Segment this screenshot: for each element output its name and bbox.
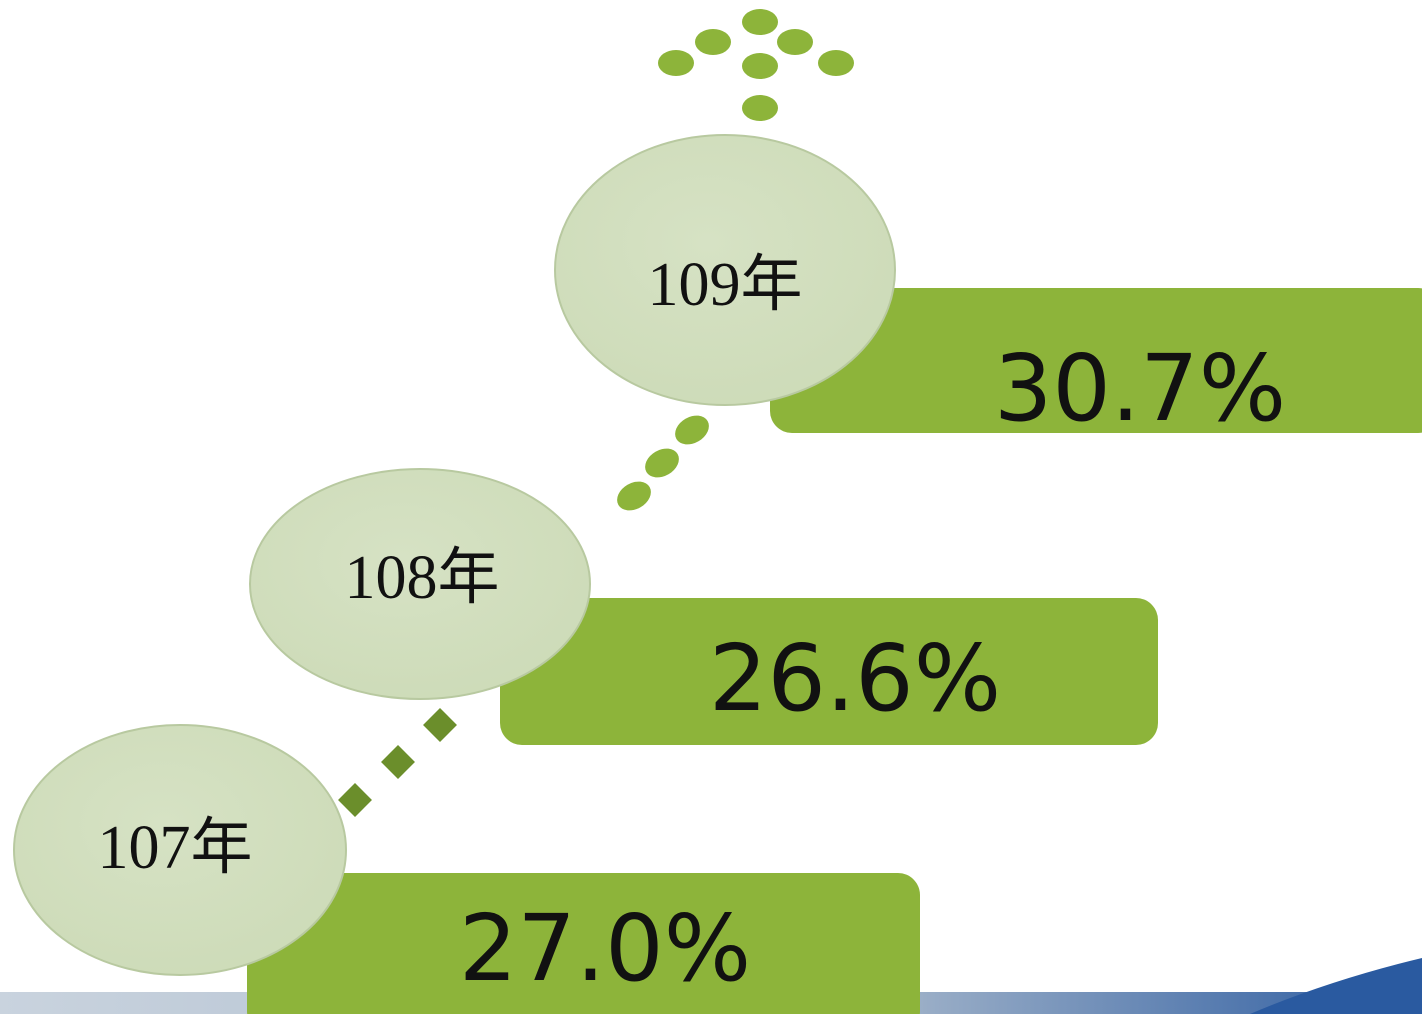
value-label: 27.0% <box>459 895 751 1002</box>
year-label: 109年 <box>647 251 802 319</box>
arrow-dots <box>658 9 854 121</box>
year-ellipse <box>249 468 591 700</box>
value-label: 30.7% <box>994 335 1286 442</box>
value-bar <box>770 288 1422 433</box>
connector-dots <box>617 415 709 511</box>
swoosh <box>1250 958 1422 1014</box>
value-bar <box>247 873 920 1014</box>
connector-diamonds <box>338 708 457 817</box>
year-ellipse <box>554 134 896 406</box>
year-ellipse <box>13 724 347 976</box>
value-label: 26.6% <box>709 625 1001 732</box>
value-bar <box>500 598 1158 745</box>
year-label: 107年 <box>97 814 252 882</box>
year-label: 108年 <box>344 544 499 612</box>
